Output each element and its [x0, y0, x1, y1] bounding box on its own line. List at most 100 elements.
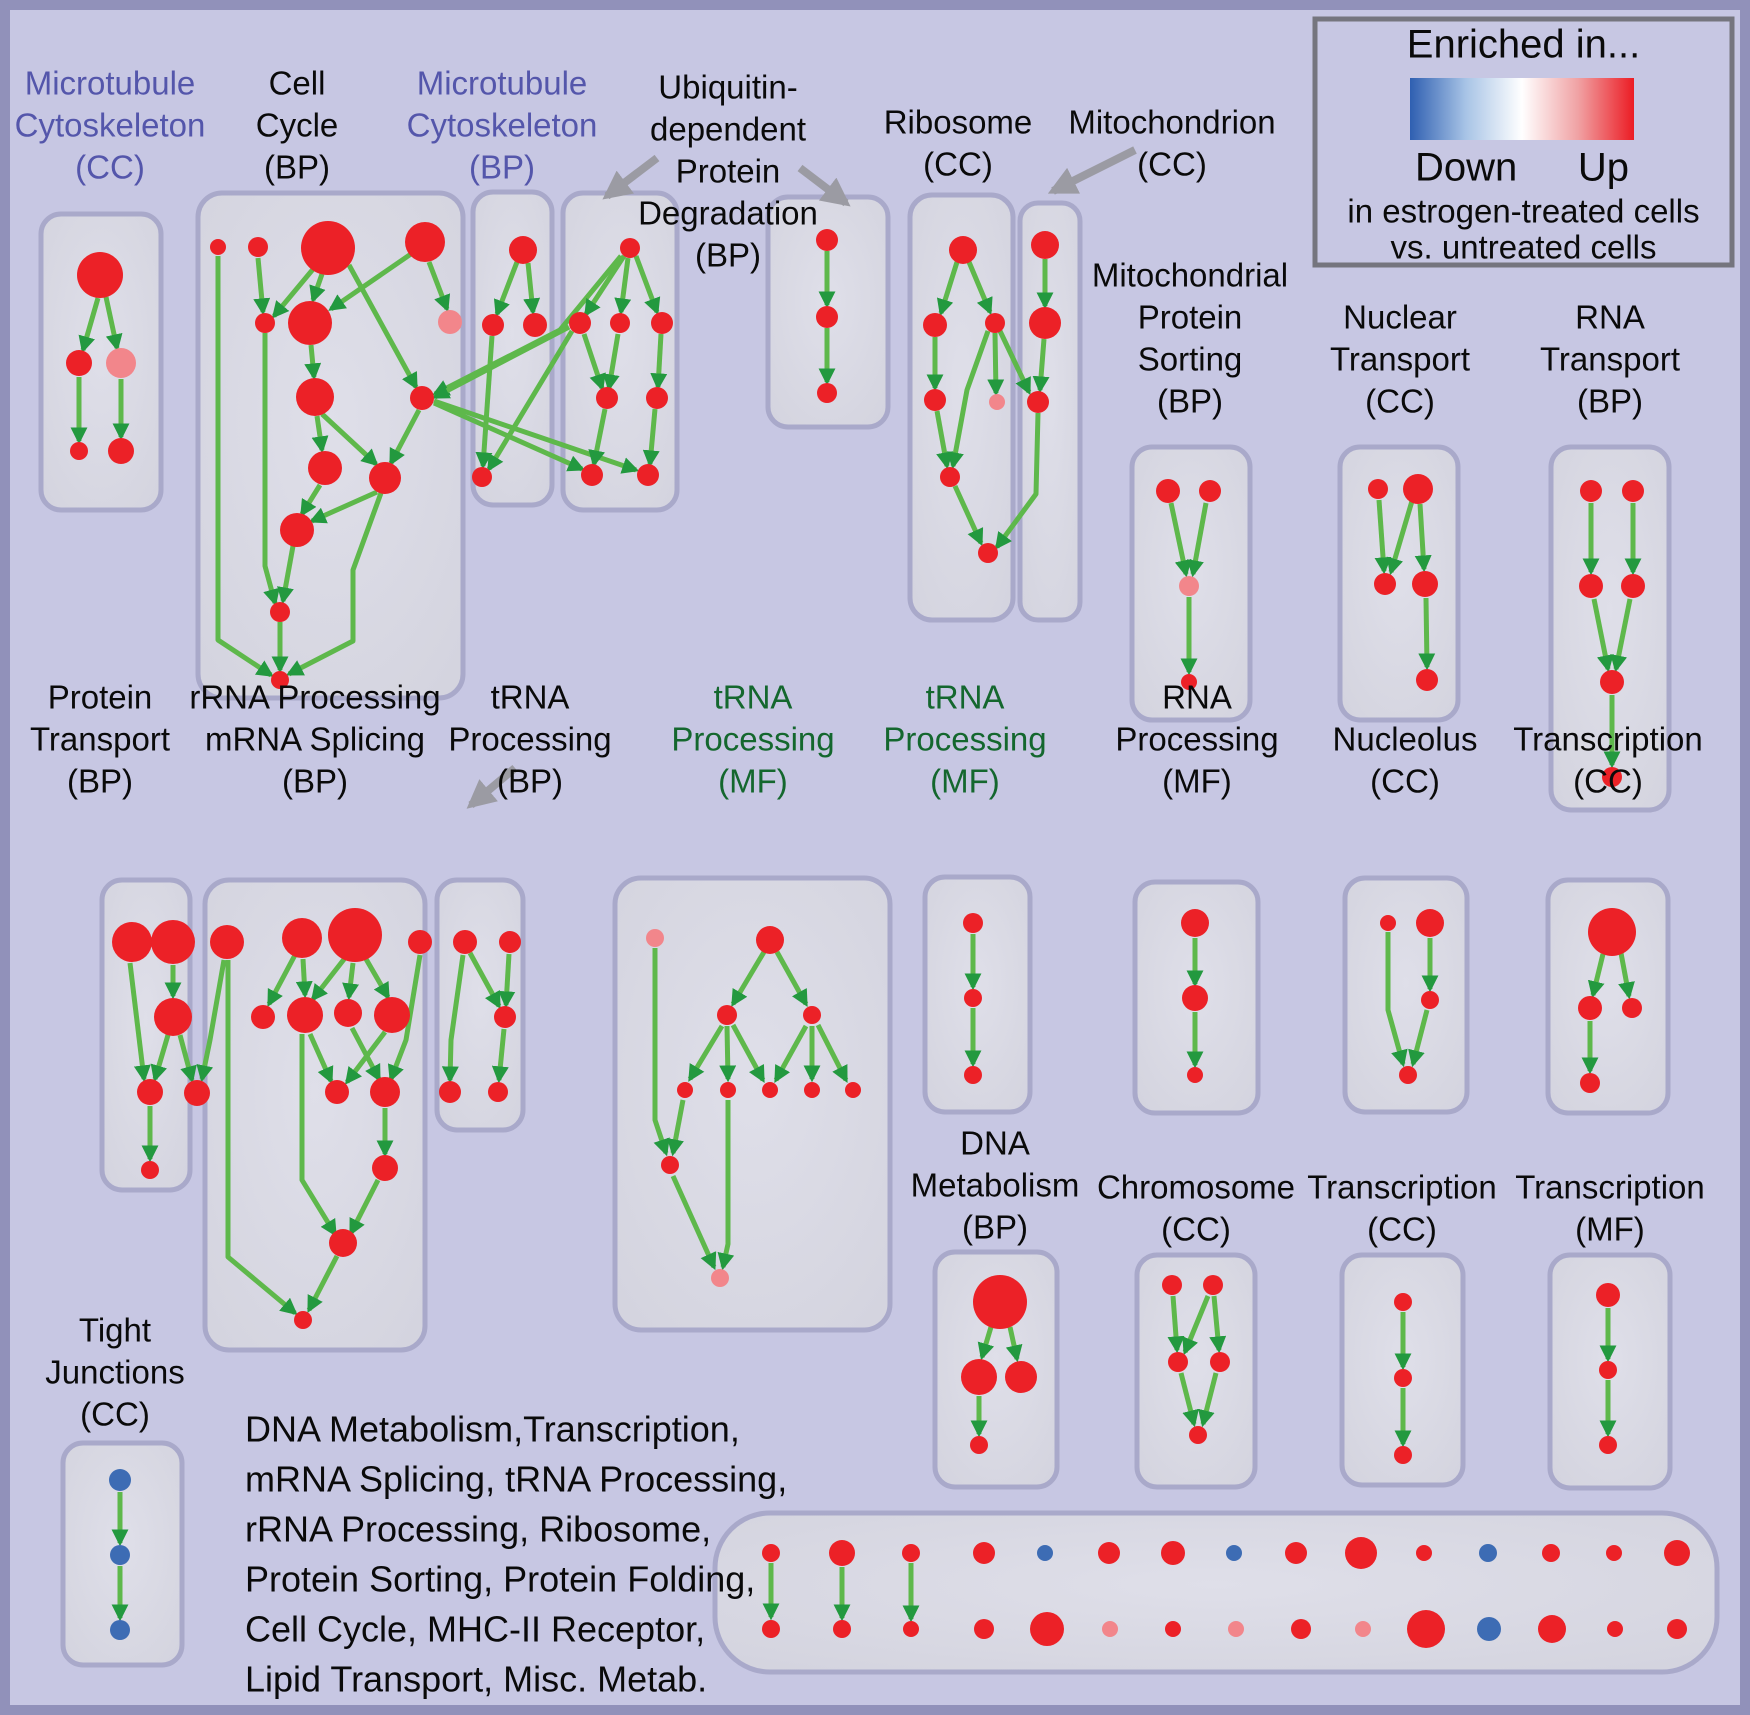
node-blue	[110, 1545, 130, 1565]
edge-arrow	[215, 256, 274, 678]
edge-arrow	[987, 332, 1005, 397]
edge-arrow	[1187, 502, 1209, 578]
node-red	[803, 1006, 821, 1024]
node-red	[1416, 909, 1444, 937]
node-red	[308, 451, 342, 485]
cluster-label-line: Transport	[30, 721, 170, 758]
node-red	[949, 236, 977, 264]
edge-arrow	[1167, 1295, 1185, 1354]
cluster-label-line: Mitochondrion	[1068, 104, 1275, 141]
label-pointer-arrow	[602, 154, 660, 200]
node-red	[137, 1079, 163, 1105]
node-red	[184, 1080, 210, 1106]
edge-arrow	[342, 962, 360, 1001]
node-red	[816, 306, 838, 328]
node-red	[1182, 985, 1208, 1011]
node-red	[410, 386, 434, 410]
node-pink	[1102, 1621, 1118, 1637]
cluster-label-line: (MF)	[718, 763, 788, 800]
node-red	[154, 998, 192, 1036]
node-red	[1162, 1275, 1182, 1295]
node-red	[1203, 1275, 1223, 1295]
node-red	[1394, 1446, 1412, 1464]
cluster-label-ribosome-cc: Ribosome (CC)	[884, 104, 1033, 183]
node-pink	[989, 394, 1005, 410]
edge-arrow	[299, 483, 323, 517]
node-red	[1667, 1619, 1687, 1639]
node-red	[1416, 1545, 1432, 1561]
cluster-label-line: (BP)	[282, 763, 348, 800]
edge-arrow	[1618, 952, 1635, 1000]
cluster-label-transcription-cc-upper: Transcription (CC)	[1513, 721, 1703, 800]
cluster-label-line: Mitochondrial	[1092, 257, 1288, 294]
edge-arrow	[346, 263, 419, 390]
node-red	[439, 1081, 461, 1103]
cluster-label-line: (BP)	[1157, 383, 1223, 420]
cluster-label-line: tRNA	[926, 679, 1005, 716]
node-red	[1027, 391, 1049, 413]
node-pink	[1179, 576, 1199, 596]
edge-arrow	[253, 257, 271, 316]
node-red	[970, 1436, 988, 1454]
node-red	[374, 997, 410, 1033]
cluster-box-shared-terms	[712, 1510, 1720, 1675]
node-red	[370, 1077, 400, 1107]
node-red	[523, 313, 547, 337]
cluster-label-line: (CC)	[1367, 1211, 1437, 1248]
cluster-label-line: (BP)	[962, 1209, 1028, 1246]
edge-arrow	[1178, 1372, 1199, 1428]
node-red	[210, 925, 244, 959]
cluster-label-line: mRNA Splicing	[205, 721, 425, 758]
cluster-label-transcription-cc-lower: Transcription (CC)	[1307, 1169, 1497, 1248]
node-red	[1161, 1541, 1185, 1565]
edge-arrow	[363, 957, 391, 1000]
edge-arrow	[475, 335, 495, 470]
cluster-label-line: RNA	[1162, 679, 1232, 716]
cluster-label-transcription-mf: Transcription (MF)	[1515, 1169, 1705, 1248]
node-red	[251, 1005, 275, 1029]
node-red	[482, 314, 504, 336]
cluster-box-rna-transport-bp	[1548, 444, 1672, 813]
cluster-label-line: Tight	[79, 1312, 151, 1349]
edge-arrow	[127, 962, 151, 1083]
node-red	[1189, 1426, 1207, 1444]
node-red	[581, 464, 603, 486]
cluster-label-line: Degradation	[638, 195, 818, 232]
node-red	[369, 462, 401, 494]
cluster-label-protein-transport-bp: Protein Transport (BP)	[30, 679, 170, 800]
cluster-box-trna-processing-mf-large	[612, 875, 893, 1333]
cluster-label-mitochondrial-protein-sorting-bp: Mitochondrial Protein Sorting (BP)	[1092, 257, 1288, 420]
node-red	[762, 1082, 778, 1098]
edge-arrow	[103, 296, 123, 352]
node-red	[287, 997, 323, 1033]
edge-arrow	[936, 261, 960, 317]
cluster-label-line: RNA	[1575, 299, 1645, 336]
node-red	[717, 1005, 737, 1025]
node-red	[1187, 1067, 1203, 1083]
cluster-label-microtubule-cytoskeleton-bp: Microtubule Cytoskeleton (BP)	[407, 65, 598, 186]
node-red	[1606, 1545, 1622, 1561]
edge-arrow	[977, 1326, 995, 1361]
cluster-label-line: (MF)	[1162, 763, 1232, 800]
edge-arrow	[650, 333, 668, 391]
edge-arrow	[426, 261, 451, 313]
node-red	[804, 1082, 820, 1098]
legend-subtitle-line1: in estrogen-treated cells	[1347, 193, 1699, 230]
node-red	[108, 438, 134, 464]
node-red	[328, 908, 382, 962]
node-red	[661, 1156, 679, 1174]
cluster-label-line: dependent	[650, 111, 806, 148]
node-red	[1578, 996, 1602, 1020]
node-red	[1602, 767, 1622, 787]
edge-arrow	[1005, 1326, 1023, 1363]
cluster-box-nuclear-transport-cc	[1337, 444, 1461, 723]
node-red	[924, 389, 946, 411]
cluster-label-line: Nuclear	[1343, 299, 1457, 336]
node-red	[1168, 1352, 1188, 1372]
node-red	[1380, 915, 1396, 931]
edge-arrow	[966, 261, 993, 316]
edge-arrow	[952, 484, 984, 547]
legend-title: Enriched in...	[1407, 23, 1640, 67]
